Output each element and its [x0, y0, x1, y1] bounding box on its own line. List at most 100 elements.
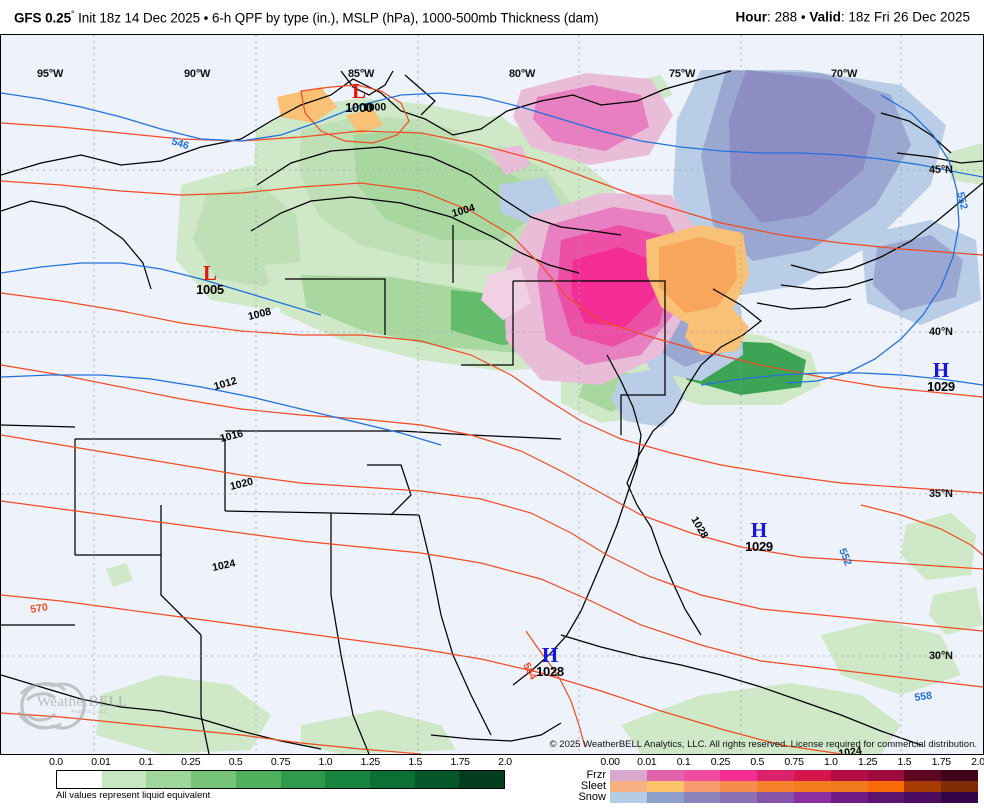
low-pressure-value: 1005	[196, 282, 224, 297]
high-pressure-value: 1029	[745, 539, 773, 554]
colorbar-tick: 0.25	[710, 756, 731, 768]
ptype-colorbar[interactable]: 0.00 0.01 0.1 0.25 0.5 0.75 1.0 1.25 1.5 1.75 2.0 …	[578, 756, 984, 803]
colorbar-swatch	[610, 770, 647, 781]
pressure-low-1000: L 1000	[337, 79, 381, 115]
colorbar-tick: 0.0	[49, 756, 63, 768]
colorbar-swatch	[757, 781, 794, 792]
colorbar-swatch	[830, 781, 868, 792]
colorbar-swatch	[235, 771, 281, 788]
colorbar-swatch	[941, 770, 978, 781]
colorbar-swatch	[941, 792, 978, 803]
colorbar-swatch	[720, 781, 758, 792]
colorbar-swatch	[793, 792, 831, 803]
colorbar-swatch	[325, 771, 370, 788]
product-description: 6-h QPF by type (in.), MSLP (hPa), 1000-…	[211, 10, 599, 26]
lon-label-85w: 85°W	[348, 68, 375, 80]
lon-label-75w: 75°W	[669, 68, 696, 80]
colorbar-tick: 1.75	[931, 756, 952, 768]
qpf-colorbar-ticks: 0.0 0.01 0.1 0.25 0.5 0.75 1.0 1.25 1.5 1.75 2.0	[49, 756, 512, 770]
colorbar-tick: 1.5	[897, 756, 912, 768]
svg-text:552: 552	[954, 191, 970, 211]
colorbar-swatch	[610, 792, 647, 803]
ptype-row-sleet	[610, 781, 978, 792]
colorbar-tick: 1.75	[450, 756, 470, 768]
colorbar-tick: 2.0	[498, 756, 512, 768]
watermark-swirl-icon	[17, 682, 86, 730]
lat-label-30n: 30°N	[929, 650, 953, 662]
colorbar-tick: 1.25	[360, 756, 381, 768]
colorbar-tick: 0.75	[270, 756, 291, 768]
pressure-high-1029-atl: H 1029	[737, 518, 781, 554]
colorbar-tick: 0.01	[637, 756, 657, 768]
colorbar-swatch	[683, 792, 721, 803]
hour-value: 288	[774, 9, 798, 25]
high-pressure-glyph: H	[750, 518, 768, 542]
map-canvas: 1000 1004 1008 1012 1016 1020 1024 1024 …	[1, 35, 983, 754]
ptype-colorbar-swatches	[610, 770, 978, 803]
colorbar-swatch	[646, 792, 684, 803]
header-bar: GFS 0.25° Init 18z 14 Dec 2025 • 6-h QPF…	[0, 0, 984, 34]
degree-symbol: °	[70, 8, 75, 19]
colorbar-tick: 0.5	[750, 756, 765, 768]
colorbar-swatch	[830, 792, 868, 803]
lon-label-95w: 95°W	[37, 68, 64, 80]
colorbar-tick: 1.0	[823, 756, 838, 768]
lat-label-35n: 35°N	[929, 488, 953, 500]
qpf-colorbar-note: All values represent liquid equivalent	[56, 790, 211, 801]
colorbar-tick: 0.1	[676, 756, 691, 768]
colorbar-tick: 0.25	[181, 756, 201, 768]
lon-label-80w: 80°W	[509, 68, 536, 80]
thickness-lines-blue	[1, 92, 983, 446]
svg-text:1016: 1016	[219, 428, 245, 445]
colorbar-tick: 1.0	[318, 756, 333, 768]
low-pressure-glyph: L	[202, 261, 217, 285]
orange-sleet-shading	[277, 87, 749, 355]
colorbar-swatch	[720, 770, 758, 781]
svg-text:1000: 1000	[363, 101, 387, 114]
ptype-label-sleet: Sleet	[580, 780, 606, 792]
colorbar-swatch	[683, 781, 721, 792]
colorbar-tick: 1.5	[408, 756, 423, 768]
colorbar-swatch	[720, 792, 758, 803]
colorbar-swatch	[369, 771, 415, 788]
ptype-label-snow: Snow	[578, 791, 606, 803]
title-separator-2: •	[800, 9, 806, 25]
colorbar-swatch	[904, 781, 942, 792]
colorbar-swatch	[414, 771, 460, 788]
svg-text:1020: 1020	[229, 476, 255, 493]
colorbar-swatch	[757, 792, 794, 803]
lon-label-70w: 70°W	[831, 68, 858, 80]
forecast-validity: Hour: 288 • Valid: 18z Fri 26 Dec 2025	[735, 9, 970, 25]
ptype-row-labels: Frzr Sleet Snow	[548, 770, 606, 803]
low-pressure-glyph: L	[351, 79, 366, 103]
colorbar-swatch	[867, 792, 905, 803]
colorbar-swatch	[941, 781, 978, 792]
valid-label: Valid	[809, 9, 841, 25]
colorbar-swatch	[683, 770, 721, 781]
colorbar-tick: 1.25	[857, 756, 878, 768]
colorbar-swatch	[646, 770, 684, 781]
colorbar-swatch	[757, 770, 794, 781]
colorbar-tick: 2.0	[971, 756, 984, 768]
high-pressure-value: 1028	[536, 664, 564, 679]
colorbar-swatch	[191, 771, 236, 788]
svg-text:1008: 1008	[247, 306, 273, 323]
colorbar-swatch	[793, 781, 831, 792]
colorbar-swatch	[101, 771, 147, 788]
pressure-low-1005: L 1005	[188, 261, 232, 297]
lat-label-45n: 45°N	[929, 164, 953, 176]
qpf-colorbar[interactable]: 0.0 0.01 0.1 0.25 0.5 0.75 1.0 1.25 1.5 1.75 2.0 A…	[49, 756, 512, 801]
pressure-high-1028: H 1028	[528, 645, 572, 679]
legend-bar: 0.0 0.01 0.1 0.25 0.5 0.75 1.0 1.25 1.5 1.75 2.0 A…	[0, 755, 984, 806]
colorbar-tick: 0.1	[138, 756, 153, 768]
colorbar-swatch	[904, 770, 942, 781]
weatherbell-watermark: WeatherBELL Analytics LLC	[9, 676, 139, 732]
lon-label-90w: 90°W	[184, 68, 211, 80]
high-pressure-value: 1029	[927, 379, 955, 394]
weather-map[interactable]: 1000 1004 1008 1012 1016 1020 1024 1024 …	[0, 34, 984, 755]
colorbar-swatch	[459, 771, 505, 788]
graticule-lines	[1, 35, 983, 754]
colorbar-swatch	[867, 770, 905, 781]
colorbar-tick: 0.5	[228, 756, 243, 768]
ptype-row-snow	[610, 792, 978, 803]
